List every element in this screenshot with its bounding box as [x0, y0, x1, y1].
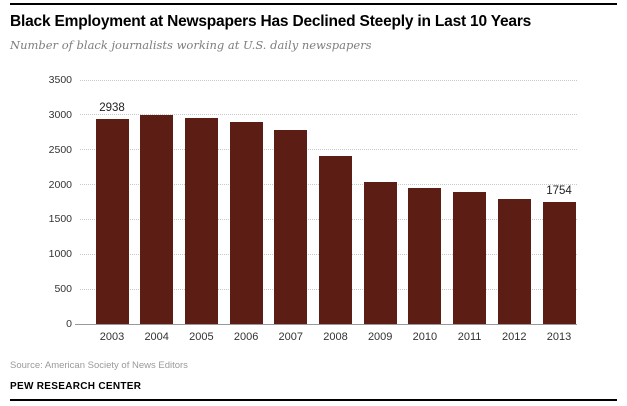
x-tick-2008: 2008 — [323, 331, 348, 343]
bar-2011 — [453, 192, 487, 324]
bar-2006 — [229, 121, 263, 324]
bottom-rule — [10, 399, 617, 401]
plot-area — [80, 79, 577, 324]
top-rule — [10, 3, 617, 5]
y-tick-3000: 3000 — [48, 108, 72, 121]
bar-2005 — [184, 117, 218, 324]
bar-2008 — [319, 156, 352, 324]
x-tick-2003: 2003 — [99, 331, 125, 343]
bar-2012 — [497, 198, 531, 324]
y-tick-1000: 1000 — [48, 248, 72, 261]
y-tick-1500: 1500 — [48, 213, 72, 226]
footer-brand: PEW RESEARCH CENTER — [10, 381, 142, 392]
y-tick-2500: 2500 — [48, 143, 72, 156]
gridline-3000 — [80, 114, 577, 116]
x-tick-2009: 2009 — [367, 331, 393, 343]
bar-2013 — [542, 201, 576, 324]
x-tick-2011: 2011 — [457, 331, 482, 343]
chart-subtitle: Number of black journalists working at U… — [10, 38, 372, 52]
gridline-3500 — [80, 79, 577, 81]
bar-2004 — [140, 114, 174, 324]
x-tick-2013: 2013 — [546, 331, 572, 343]
y-tick-500: 500 — [54, 283, 72, 296]
x-tick-2012: 2012 — [502, 331, 527, 343]
bar-2007 — [274, 129, 308, 324]
x-tick-2006: 2006 — [233, 331, 259, 343]
x-tick-2007: 2007 — [278, 331, 304, 343]
bar-2003 — [95, 119, 129, 324]
x-axis-labels: 2003 2004 2005 2006 2007 2008 2009 2010 2011 2012… — [80, 331, 577, 345]
y-tick-2000: 2000 — [48, 178, 72, 191]
bar-2009 — [363, 181, 397, 324]
source-note: Source: American Society of News Editors — [10, 360, 188, 371]
y-tick-0: 0 — [66, 318, 72, 330]
chart-title: Black Employment at Newspapers Has Decli… — [10, 13, 532, 30]
x-axis-line — [75, 324, 577, 325]
x-tick-2010: 2010 — [412, 331, 438, 343]
bar-2010 — [408, 188, 442, 324]
gridline-2500 — [80, 149, 577, 151]
y-axis-labels: 0 500 1000 1500 2000 2500 3000 3500 — [28, 74, 72, 330]
x-tick-2004: 2004 — [144, 331, 169, 343]
x-tick-2005: 2005 — [189, 331, 214, 343]
y-tick-3500: 3500 — [48, 74, 72, 86]
